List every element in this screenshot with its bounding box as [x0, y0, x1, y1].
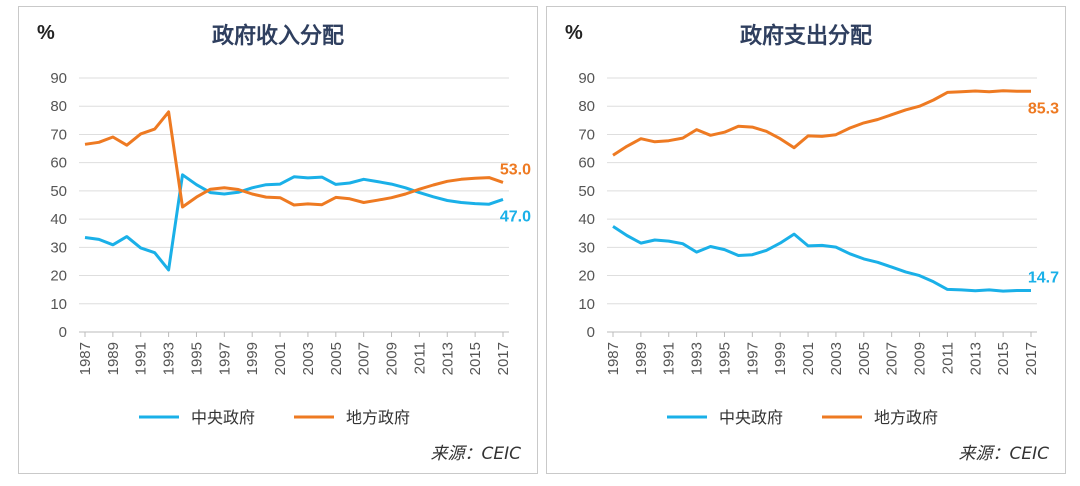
- y-tick-label: 90: [578, 70, 595, 87]
- x-tick-label: 2015: [995, 342, 1012, 375]
- x-tick-label: 1993: [161, 342, 178, 375]
- y-tick-label: 10: [578, 296, 595, 313]
- x-tick-label: 1999: [244, 342, 261, 375]
- x-tick-label: 1991: [661, 342, 678, 375]
- end-value-label: 14.7: [1028, 270, 1059, 287]
- x-tick-label: 2011: [411, 342, 428, 374]
- end-value-label: 85.3: [1028, 100, 1059, 117]
- y-tick-label: 60: [578, 155, 595, 172]
- legend-label: 中央政府: [191, 408, 255, 427]
- x-tick-label: 2001: [272, 342, 289, 375]
- chart-title: 政府收入分配: [212, 23, 344, 49]
- y-tick-label: 20: [578, 268, 595, 285]
- expenditure-chart: % 政府支出分配 0 10 20 30 40 50 60 70 80 90 1987 1989 1991 19…: [565, 22, 1059, 464]
- x-tick-label: 1987: [605, 342, 622, 375]
- x-tick-label: 2001: [800, 342, 817, 375]
- revenue-chart: % 政府收入分配 0 10 20 30 40 50 60 70 80 90 1987 1989 1991 19…: [37, 22, 531, 464]
- y-tick-label: 80: [578, 98, 595, 115]
- y-tick-label: 0: [59, 324, 67, 341]
- x-tick-label: 2013: [439, 342, 456, 375]
- revenue-chart-panel: % 政府收入分配 0 10 20 30 40 50 60 70 80 90 1987 1989 1991 19…: [18, 6, 538, 474]
- x-tick-label: 2011: [939, 342, 956, 374]
- y-tick-label: 50: [50, 183, 67, 200]
- y-tick-label: 80: [50, 98, 67, 115]
- x-tick-label: 2015: [467, 342, 484, 375]
- x-tick-label: 1997: [744, 342, 761, 375]
- expenditure-chart-panel: % 政府支出分配 0 10 20 30 40 50 60 70 80 90 1987 1989 1991 19…: [546, 6, 1066, 474]
- y-tick-label: 70: [50, 126, 67, 143]
- x-tick-label: 2009: [384, 342, 401, 375]
- y-tick-label: 0: [587, 324, 595, 341]
- x-tick-label: 2009: [912, 342, 929, 375]
- x-tick-label: 2005: [856, 342, 873, 375]
- source-label: 来源：CEIC: [431, 444, 522, 464]
- unit-label: %: [565, 22, 583, 44]
- legend-label: 中央政府: [719, 408, 783, 427]
- x-tick-label: 2017: [495, 342, 512, 375]
- y-tick-label: 60: [50, 155, 67, 172]
- series-line-central: [84, 173, 504, 272]
- x-tick-label: 1995: [188, 342, 205, 375]
- x-tick-label: 2005: [328, 342, 345, 375]
- end-value-label: 53.0: [500, 161, 531, 178]
- x-tick-label: 2003: [828, 342, 845, 375]
- series-line-central: [612, 225, 1031, 293]
- unit-label: %: [37, 22, 55, 44]
- series-line-local: [612, 89, 1031, 157]
- y-tick-label: 30: [50, 239, 67, 256]
- x-tick-label: 1997: [216, 342, 233, 375]
- chart-title: 政府支出分配: [740, 23, 872, 49]
- x-tick-label: 2017: [1023, 342, 1040, 375]
- x-tick-label: 1995: [716, 342, 733, 375]
- series-line-local: [84, 110, 504, 209]
- y-tick-label: 30: [578, 239, 595, 256]
- x-tick-label: 1993: [689, 342, 706, 375]
- legend-label: 地方政府: [346, 408, 410, 427]
- y-tick-label: 90: [50, 70, 67, 87]
- x-tick-label: 2007: [356, 342, 373, 375]
- legend-label: 地方政府: [874, 408, 938, 427]
- y-tick-label: 40: [578, 211, 595, 228]
- y-tick-label: 20: [50, 268, 67, 285]
- y-tick-label: 50: [578, 183, 595, 200]
- x-tick-label: 1999: [772, 342, 789, 375]
- y-tick-label: 40: [50, 211, 67, 228]
- end-value-label: 47.0: [500, 208, 531, 225]
- y-tick-label: 10: [50, 296, 67, 313]
- x-tick-label: 1991: [133, 342, 150, 375]
- x-tick-label: 2003: [300, 342, 317, 375]
- x-tick-label: 1989: [105, 342, 122, 375]
- source-label: 来源：CEIC: [959, 444, 1050, 464]
- x-tick-label: 1987: [77, 342, 94, 375]
- y-tick-label: 70: [578, 126, 595, 143]
- x-tick-label: 1989: [633, 342, 650, 375]
- x-tick-label: 2013: [967, 342, 984, 375]
- x-tick-label: 2007: [884, 342, 901, 375]
